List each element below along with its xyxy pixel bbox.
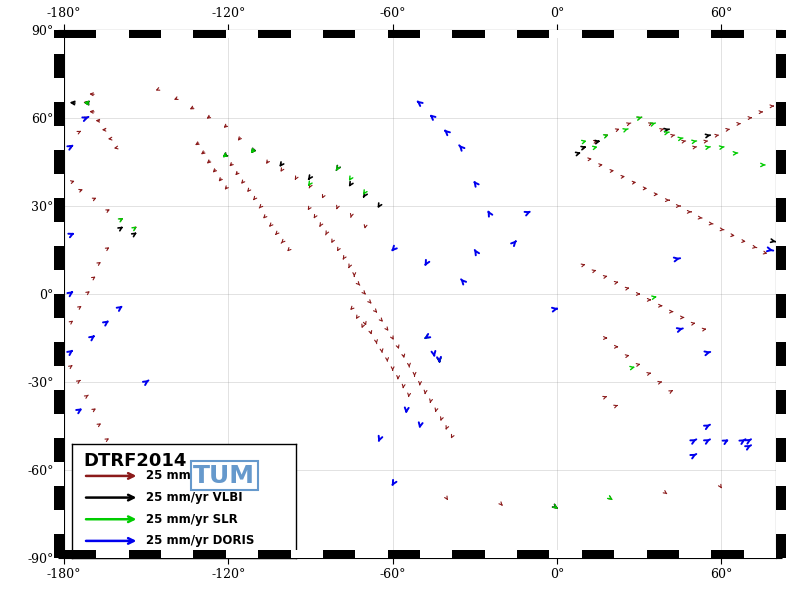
Text: 25 mm/yr GPS: 25 mm/yr GPS bbox=[146, 469, 239, 482]
Text: 25 mm/yr SLR: 25 mm/yr SLR bbox=[146, 513, 238, 526]
Text: TUM: TUM bbox=[194, 464, 255, 488]
Text: 25 mm/yr VLBI: 25 mm/yr VLBI bbox=[146, 491, 242, 504]
Text: DTRF2014: DTRF2014 bbox=[83, 452, 186, 470]
Text: 25 mm/yr DORIS: 25 mm/yr DORIS bbox=[146, 535, 254, 547]
